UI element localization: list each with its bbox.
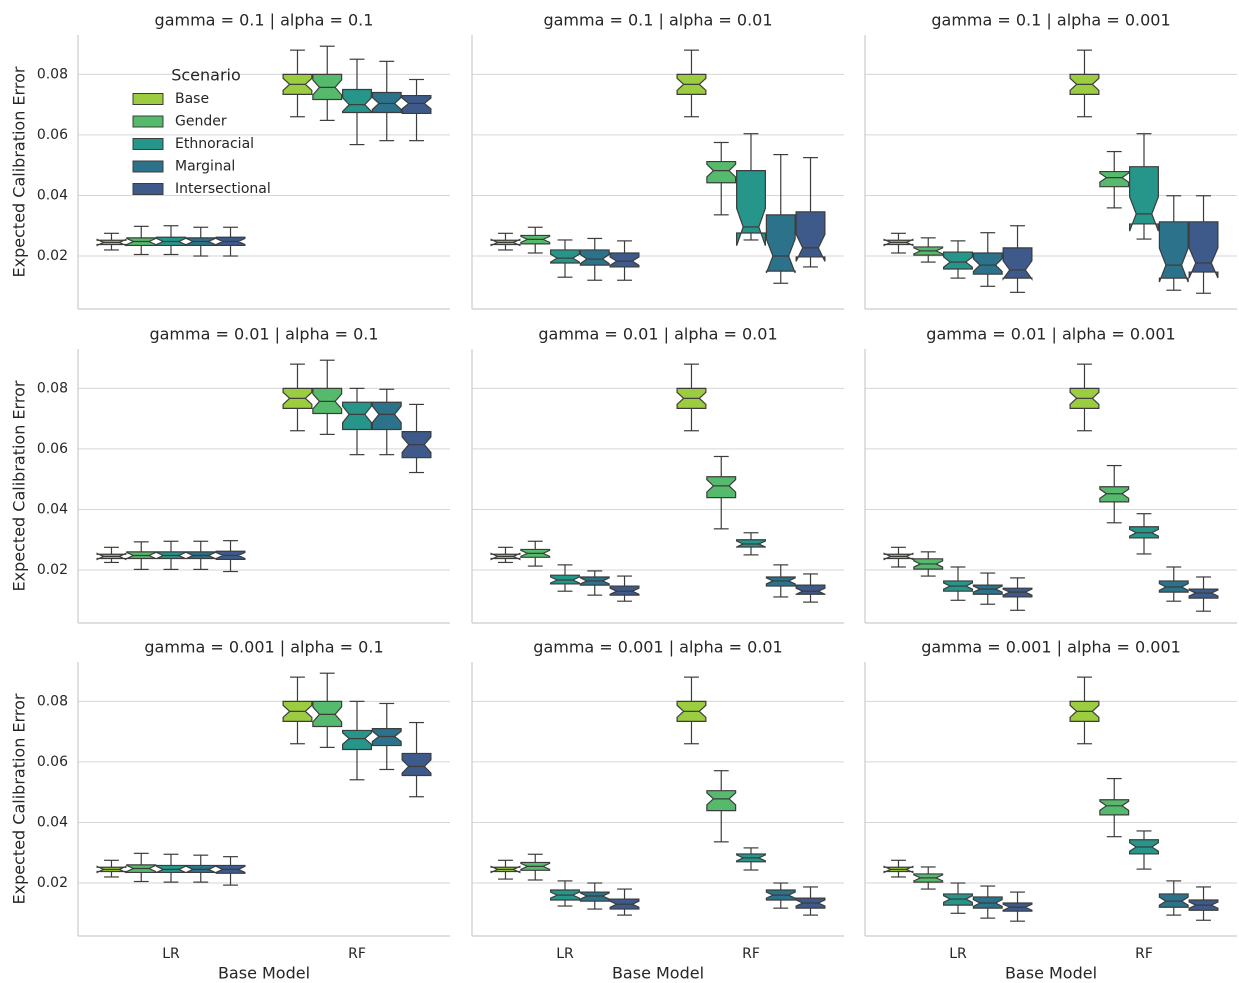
panel: gamma = 0.01 | alpha = 0.01 xyxy=(471,325,844,624)
panel-title: gamma = 0.01 | alpha = 0.001 xyxy=(926,325,1175,344)
box xyxy=(550,249,580,264)
panel: gamma = 0.01 | alpha = 0.1 0.02 0.04 0.06 0.… xyxy=(10,325,450,624)
box xyxy=(401,94,432,115)
x-tick-label: RF xyxy=(1135,946,1153,962)
panel: gamma = 0.01 | alpha = 0.001 xyxy=(864,325,1237,624)
x-tick-label: RF xyxy=(742,946,760,962)
panel: gamma = 0.001 | alpha = 0.01 LR RF Base Mod… xyxy=(471,638,844,983)
box xyxy=(972,584,1003,595)
panel-title: gamma = 0.01 | alpha = 0.01 xyxy=(538,325,777,344)
x-axis-label: Base Model xyxy=(218,964,310,983)
panel-title: gamma = 0.1 | alpha = 0.001 xyxy=(931,11,1170,30)
panel-title: gamma = 0.001 | alpha = 0.01 xyxy=(533,638,782,657)
legend-swatch xyxy=(132,115,164,128)
box xyxy=(765,214,796,274)
legend-label: Ethnoracial xyxy=(175,136,254,152)
box xyxy=(1099,486,1130,503)
legend-swatch xyxy=(132,160,164,173)
box xyxy=(706,790,737,812)
box xyxy=(1188,588,1219,599)
panel: gamma = 0.1 | alpha = 0.01 xyxy=(471,11,844,310)
x-axis-label: Base Model xyxy=(1005,964,1097,983)
box xyxy=(579,249,610,266)
panel: gamma = 0.001 | alpha = 0.001 LR RF Base Mo… xyxy=(864,638,1237,983)
y-tick-label: 0.08 xyxy=(37,66,68,82)
panel-title: gamma = 0.1 | alpha = 0.1 xyxy=(155,11,374,30)
box xyxy=(342,729,372,751)
legend-label: Intersectional xyxy=(175,181,271,197)
box xyxy=(609,252,640,268)
panel: gamma = 0.1 | alpha = 0.001 xyxy=(864,11,1237,310)
box xyxy=(401,752,432,777)
y-tick-label: 0.08 xyxy=(37,380,68,396)
box xyxy=(1129,166,1159,232)
box xyxy=(371,401,402,431)
legend-swatch xyxy=(132,138,164,150)
legend-label: Gender xyxy=(175,114,227,130)
box xyxy=(706,476,737,499)
box xyxy=(972,252,1003,275)
panel-title: gamma = 0.001 | alpha = 0.001 xyxy=(921,638,1181,657)
box xyxy=(1158,221,1189,283)
y-axis-label: Expected Calibration Error xyxy=(10,380,29,591)
box xyxy=(371,91,402,114)
y-tick-label: 0.08 xyxy=(37,693,68,709)
box xyxy=(943,251,973,270)
legend-label: Base xyxy=(175,91,209,107)
box xyxy=(1002,247,1033,281)
panel-title: gamma = 0.01 | alpha = 0.1 xyxy=(149,325,378,344)
y-tick-label: 0.04 xyxy=(37,187,68,203)
box xyxy=(706,160,737,184)
y-tick-label: 0.06 xyxy=(37,441,68,457)
box xyxy=(1099,170,1130,188)
box xyxy=(1158,893,1189,908)
legend-label: Marginal xyxy=(175,159,235,175)
box xyxy=(609,585,640,596)
panel: gamma = 0.1 | alpha = 0.1 0.02 0.04 0.06 0.0… xyxy=(10,11,450,310)
y-tick-label: 0.04 xyxy=(37,814,68,830)
panel-title: gamma = 0.1 | alpha = 0.01 xyxy=(543,11,772,30)
panel-title: gamma = 0.001 | alpha = 0.1 xyxy=(144,638,383,657)
box xyxy=(795,211,826,262)
x-tick-label: LR xyxy=(949,946,967,962)
legend-swatch xyxy=(132,93,164,105)
y-tick-label: 0.02 xyxy=(37,562,68,578)
box xyxy=(736,539,766,548)
y-tick-label: 0.06 xyxy=(37,127,68,143)
box xyxy=(1188,221,1219,279)
x-tick-label: RF xyxy=(348,946,366,962)
box xyxy=(342,88,372,114)
box xyxy=(765,576,796,587)
y-tick-label: 0.02 xyxy=(37,875,68,891)
box xyxy=(1099,799,1130,816)
box xyxy=(579,891,610,902)
y-tick-label: 0.06 xyxy=(37,754,68,770)
box xyxy=(371,728,402,747)
x-tick-label: LR xyxy=(162,946,180,962)
legend-swatch xyxy=(132,183,164,195)
y-tick-label: 0.02 xyxy=(37,248,68,264)
legend-title: Scenario xyxy=(171,66,241,85)
y-axis-label: Expected Calibration Error xyxy=(10,693,29,904)
x-tick-label: LR xyxy=(556,946,574,962)
box xyxy=(342,401,372,431)
x-axis-label: Base Model xyxy=(612,964,704,983)
y-tick-label: 0.04 xyxy=(37,501,68,517)
panel: gamma = 0.001 | alpha = 0.1 0.02 0.04 0.06 0… xyxy=(10,638,450,983)
box xyxy=(795,584,826,595)
y-axis-label: Expected Calibration Error xyxy=(10,66,29,277)
